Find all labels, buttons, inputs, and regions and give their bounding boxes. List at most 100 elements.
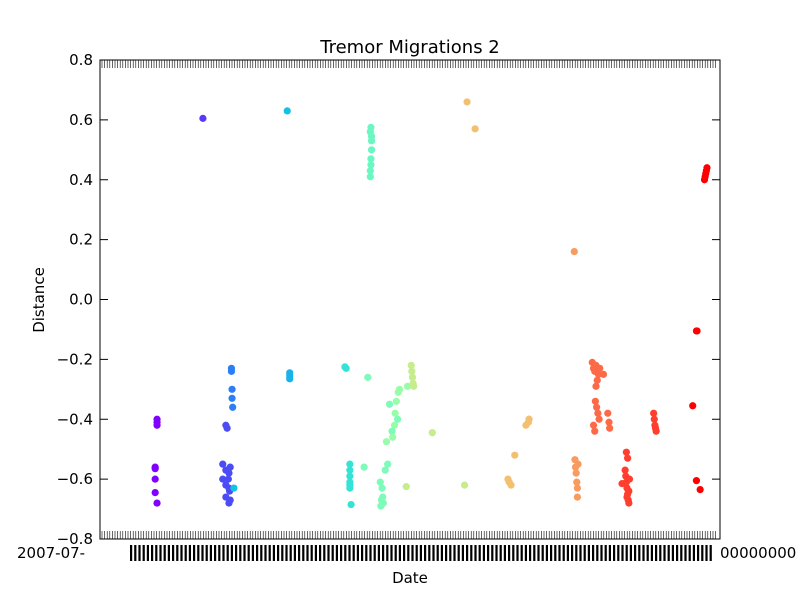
- x-tick-label-glyph: [617, 545, 620, 561]
- x-tick-label-glyph: [495, 545, 498, 561]
- data-point: [403, 382, 412, 390]
- x-tick-label-glyph: [243, 545, 246, 561]
- y-tick-label: −0.4: [57, 410, 93, 428]
- x-tick-label-glyph: [524, 545, 527, 561]
- x-tick-label-glyph: [340, 545, 343, 561]
- x-tick-label-glyph: [550, 545, 553, 561]
- x-tick-label-glyph: [482, 545, 485, 561]
- x-tick-label-glyph: [537, 545, 540, 561]
- x-tick-label-glyph: [432, 545, 435, 561]
- x-tick-label-glyph: [638, 545, 641, 561]
- data-point: [367, 146, 376, 154]
- chart-title: Tremor Migrations 2: [319, 37, 500, 58]
- x-tick-label-glyph: [146, 545, 149, 561]
- data-point: [574, 460, 582, 468]
- x-tick-label-glyph: [516, 545, 519, 561]
- data-point: [570, 248, 578, 256]
- x-tick-label-glyph: [327, 545, 330, 561]
- x-tick-label-glyph: [352, 545, 355, 561]
- x-tick-label-glyph: [604, 545, 607, 561]
- data-point: [366, 173, 374, 181]
- x-tick-label-glyph: [222, 545, 225, 561]
- x-tick-label-glyph: [142, 545, 145, 561]
- x-tick-label-glyph: [134, 545, 137, 561]
- x-tick-label-glyph: [587, 545, 590, 561]
- data-point: [151, 465, 159, 473]
- y-tick-label: 0.6: [69, 111, 93, 129]
- data-point: [388, 427, 396, 435]
- x-tick-label-glyph: [335, 545, 338, 561]
- x-tick-label-glyph: [382, 545, 385, 561]
- data-point: [507, 481, 515, 489]
- x-tick-label-glyph: [655, 545, 658, 561]
- data-point: [224, 475, 232, 483]
- y-tick-label: 0.2: [69, 231, 93, 249]
- x-tick-label-glyph: [709, 545, 712, 561]
- x-tick-label-glyph: [306, 545, 309, 561]
- data-point: [385, 400, 394, 408]
- data-point: [408, 367, 416, 375]
- x-tick-label-glyph: [172, 545, 175, 561]
- x-tick-label-glyph: [239, 545, 242, 561]
- x-tick-label-glyph: [163, 545, 166, 561]
- data-point: [593, 376, 601, 384]
- data-point: [230, 484, 238, 492]
- x-tick-label-glyph: [487, 545, 490, 561]
- data-point: [229, 403, 237, 411]
- x-tick-label-glyph: [310, 545, 313, 561]
- x-tick-label-glyph: [167, 545, 170, 561]
- y-tick-label: 0.8: [69, 51, 93, 69]
- x-tick-label-glyph: [361, 545, 364, 561]
- plot-area: [99, 59, 721, 540]
- y-tick-label: −0.6: [57, 470, 93, 488]
- x-tick-label-glyph: [503, 545, 506, 561]
- x-tick-label-glyph: [260, 545, 263, 561]
- x-tick-label-glyph: [697, 545, 700, 561]
- x-tick-label-glyph: [608, 545, 611, 561]
- data-point: [226, 496, 234, 504]
- data-points: [151, 98, 711, 510]
- x-tick-label-glyph: [193, 545, 196, 561]
- x-tick-label-glyph: [680, 545, 683, 561]
- x-tick-label-glyph: [230, 545, 233, 561]
- data-point: [377, 502, 385, 510]
- data-point: [623, 493, 631, 501]
- x-tick-label-glyph: [613, 545, 616, 561]
- x-tick-label-glyph: [411, 545, 414, 561]
- data-point: [622, 448, 630, 456]
- x-tick-label-glyph: [188, 545, 191, 561]
- data-point: [225, 469, 233, 477]
- x-tick-label-glyph: [600, 545, 603, 561]
- x-tick-label-glyph: [705, 545, 708, 561]
- x-tick-label-glyph: [642, 545, 645, 561]
- x-tick-label-glyph: [583, 545, 586, 561]
- data-point: [696, 486, 704, 494]
- data-point: [589, 421, 598, 429]
- x-tick-label-glyph: [445, 545, 448, 561]
- x-tick-label-glyph: [289, 545, 292, 561]
- x-tick-label-glyph: [671, 545, 674, 561]
- x-tick-label-glyph: [201, 545, 204, 561]
- y-axis: 0.8 0.6 0.4 0.2 0.0 −0.2 −0.4 −0.6 −0.8: [57, 51, 720, 548]
- x-tick-label-glyph: [398, 545, 401, 561]
- x-tick-label-glyph: [151, 545, 154, 561]
- x-tick-label-glyph: [331, 545, 334, 561]
- data-point: [703, 164, 711, 172]
- x-tick-label-glyph: [533, 545, 536, 561]
- data-point: [367, 123, 375, 131]
- data-point: [394, 415, 402, 423]
- data-point: [367, 161, 375, 169]
- x-tick-label-glyph: [235, 545, 238, 561]
- data-point: [692, 477, 701, 485]
- x-axis: [101, 60, 716, 561]
- y-tick-label: −0.8: [57, 530, 93, 548]
- data-point: [391, 409, 399, 417]
- x-tick-label-glyph: [314, 545, 317, 561]
- data-point: [606, 424, 614, 432]
- data-point: [599, 370, 608, 378]
- x-tick-label-glyph: [268, 545, 271, 561]
- data-point: [593, 403, 601, 411]
- x-tick-label-glyph: [562, 545, 565, 561]
- data-point: [408, 373, 417, 381]
- data-point: [592, 382, 600, 390]
